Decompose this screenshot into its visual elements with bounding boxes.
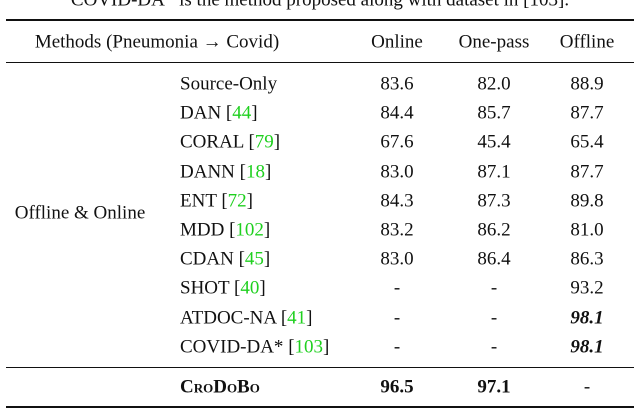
header-cell: Methods (Pneumonia → Covid) bbox=[34, 31, 280, 53]
method-text: COVID-DA* bbox=[180, 336, 284, 358]
caption: COVID-DA* is the method proposed along w… bbox=[70, 0, 570, 11]
cell: 96.5 bbox=[380, 376, 414, 398]
method-name: CDAN [45] bbox=[180, 250, 270, 269]
method-text: CDAN bbox=[180, 248, 234, 270]
bottom-rule bbox=[6, 406, 634, 408]
method-name: SHOT [40] bbox=[180, 279, 266, 298]
cell: - bbox=[490, 336, 498, 358]
cell: 82.0 bbox=[477, 73, 511, 95]
method-text: SHOT bbox=[180, 277, 230, 299]
citation[interactable]: [40] bbox=[234, 277, 266, 299]
method-text: CORAL bbox=[180, 131, 244, 153]
citation[interactable]: [45] bbox=[238, 248, 271, 270]
cell: 86.4 bbox=[477, 248, 511, 270]
citation[interactable]: [18] bbox=[239, 161, 272, 183]
method-text: DANN bbox=[180, 161, 235, 183]
cell: 84.3 bbox=[380, 190, 414, 212]
header-cell: One-pass bbox=[458, 31, 530, 53]
cell: 87.1 bbox=[477, 161, 511, 183]
cell: 45.4 bbox=[477, 131, 511, 153]
cell: 87.7 bbox=[570, 161, 604, 183]
method-name: CORAL [79] bbox=[180, 133, 280, 152]
cell: 81.0 bbox=[570, 219, 604, 241]
cell: 83.0 bbox=[380, 248, 414, 270]
cell: 86.3 bbox=[570, 248, 604, 270]
citation[interactable]: [44] bbox=[225, 102, 258, 124]
cell: - bbox=[393, 307, 401, 329]
cell: 87.3 bbox=[477, 190, 511, 212]
method-name: ENT [72] bbox=[180, 191, 253, 210]
method-name: ATDOC-NA [41] bbox=[180, 308, 312, 327]
method-name: DAN [44] bbox=[180, 104, 258, 123]
cell: - bbox=[490, 307, 498, 329]
citation[interactable]: [72] bbox=[221, 190, 253, 212]
cell: 67.6 bbox=[380, 131, 414, 153]
method-text: MDD bbox=[180, 219, 225, 241]
cell: 86.2 bbox=[477, 219, 511, 241]
cell: 98.1 bbox=[570, 336, 604, 358]
citation[interactable]: [102] bbox=[229, 219, 271, 241]
cell: 88.9 bbox=[570, 73, 604, 95]
cell: - bbox=[393, 277, 401, 299]
cell: 93.2 bbox=[570, 277, 604, 299]
cell: 83.2 bbox=[380, 219, 414, 241]
cell: 84.4 bbox=[380, 102, 414, 124]
method-text: Source-Only bbox=[180, 73, 278, 95]
header-cell: Online bbox=[371, 31, 423, 53]
header-cell: Offline bbox=[559, 31, 615, 53]
cell: - bbox=[393, 336, 401, 358]
cell: - bbox=[490, 277, 498, 299]
method-name: COVID-DA* [103] bbox=[180, 337, 329, 356]
top-rule bbox=[6, 19, 634, 21]
cell: 85.7 bbox=[477, 102, 511, 124]
cell: 97.1 bbox=[477, 376, 511, 398]
cell: 87.7 bbox=[570, 102, 604, 124]
cell: 89.8 bbox=[570, 190, 604, 212]
method-name: MDD [102] bbox=[180, 221, 270, 240]
cell: 83.6 bbox=[380, 73, 414, 95]
mid-rule bbox=[6, 62, 634, 63]
citation[interactable]: [41] bbox=[280, 307, 313, 329]
cell: 98.1 bbox=[570, 307, 604, 329]
cell: 83.0 bbox=[380, 161, 414, 183]
method-text: ENT bbox=[180, 190, 217, 212]
method-name: DANN [18] bbox=[180, 162, 271, 181]
method-text: DAN bbox=[180, 102, 222, 124]
method-name: CroDoBo bbox=[180, 376, 260, 398]
cell: - bbox=[583, 376, 591, 398]
method-text: ATDOC-NA bbox=[180, 307, 277, 329]
mid-rule bbox=[6, 367, 634, 368]
cell: 65.4 bbox=[570, 131, 604, 153]
citation[interactable]: [103] bbox=[288, 336, 330, 358]
method-name: Source-Only bbox=[180, 75, 277, 94]
group-label: Offline & Online bbox=[14, 202, 146, 224]
citation[interactable]: [79] bbox=[248, 131, 281, 153]
